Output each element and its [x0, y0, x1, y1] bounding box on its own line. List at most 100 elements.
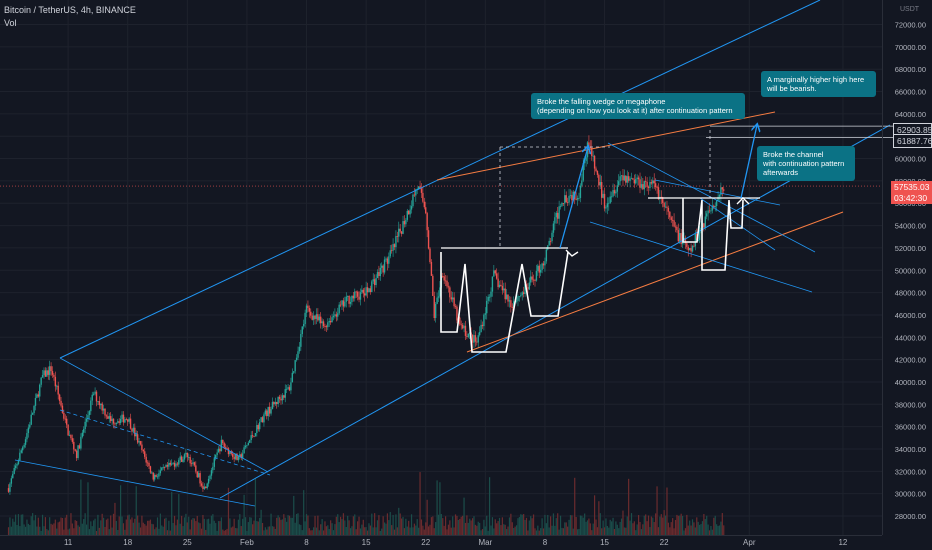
volume-bar: [154, 529, 156, 535]
candle-body: [535, 270, 538, 281]
candle-body: [46, 370, 48, 377]
volume-bar: [227, 487, 230, 535]
volume-bar: [310, 530, 312, 535]
x-tick-label: 25: [183, 538, 192, 547]
volume-bar: [192, 518, 194, 535]
candle-body: [635, 179, 637, 184]
volume-bar: [542, 528, 545, 535]
volume-bar: [497, 521, 499, 535]
candle-body: [515, 300, 518, 302]
candle-body: [557, 212, 559, 219]
volume-bar: [158, 528, 160, 535]
candle-body: [697, 239, 699, 241]
candle-body: [355, 291, 357, 293]
volume-bar: [479, 522, 481, 535]
volume-bar: [23, 524, 25, 535]
volume-bar: [551, 525, 553, 535]
volume-bar: [392, 514, 394, 535]
volume-bar: [547, 514, 549, 535]
candle-body: [376, 272, 379, 279]
candle-body: [74, 449, 76, 451]
volume-bar: [608, 527, 610, 535]
time-axis[interactable]: 11 18 25 Feb 8 15 22 Mar 8 15 22 Apr 12: [0, 535, 882, 548]
volume-bar: [314, 515, 316, 535]
candle-body: [344, 301, 346, 307]
candle-body: [676, 226, 678, 231]
candle-body: [532, 279, 535, 281]
volume-bar: [474, 524, 476, 535]
volume-bar: [680, 513, 682, 535]
annotation-wedge-line-1: Broke the falling wedge or megaphone: [537, 97, 666, 106]
x-tick-label: 12: [838, 538, 847, 547]
volume-bar: [307, 515, 309, 535]
volume-bar: [378, 515, 380, 535]
candle-body: [671, 219, 674, 221]
candle-body: [366, 287, 369, 293]
volume-bar: [22, 514, 24, 535]
volume-bar: [181, 515, 183, 535]
candle-body: [132, 427, 135, 432]
candle-body: [453, 297, 455, 307]
volume-bar: [629, 520, 631, 535]
volume-bar: [85, 524, 88, 535]
volume-bar: [405, 518, 407, 535]
candle-body: [720, 187, 722, 195]
candle-body: [723, 189, 725, 191]
volume-bar: [195, 521, 197, 535]
volume-bar: [396, 527, 398, 535]
candle-body: [256, 425, 258, 433]
pattern-right-arrowhead: [736, 197, 750, 205]
volume-bar: [619, 521, 621, 535]
y-tick-label: 72000.00: [895, 21, 926, 30]
volume-bar: [40, 530, 42, 535]
candle-body: [650, 182, 653, 184]
candle-body: [679, 233, 681, 242]
volume-bar: [386, 513, 389, 535]
volume-bar: [687, 525, 689, 535]
candle-body: [67, 424, 69, 436]
volume-bar: [511, 522, 513, 535]
candle-body: [498, 284, 501, 288]
volume-bar: [432, 516, 434, 535]
volume-bar: [162, 526, 164, 535]
volume-bar: [182, 526, 184, 535]
wedge-upper-line: [59, 357, 269, 473]
candle-body: [383, 259, 386, 273]
candle-body: [403, 221, 406, 225]
volume-bar: [501, 517, 503, 535]
candle-body: [29, 424, 31, 428]
volume-bar: [318, 530, 320, 535]
price-axis[interactable]: 28000.00 30000.00 32000.00 34000.00 36000.00…: [882, 0, 927, 535]
candle-body: [460, 324, 462, 326]
volume-bar: [410, 514, 413, 535]
x-tick-label: 18: [123, 538, 132, 547]
volume-bar: [229, 518, 231, 535]
volume-bar: [108, 529, 110, 535]
volume-bar: [496, 523, 498, 535]
candle-body: [19, 452, 21, 461]
volume-bar: [483, 519, 485, 535]
volume-bar: [128, 514, 130, 535]
candle-body: [442, 276, 444, 277]
volume-bar: [646, 521, 648, 535]
candle-body: [37, 394, 40, 397]
volume-bar: [537, 525, 539, 535]
volume-bar: [202, 514, 204, 535]
candle-body: [400, 231, 403, 234]
candle-body: [294, 360, 296, 372]
volume-bar: [684, 528, 687, 535]
volume-bar: [632, 523, 634, 535]
volume-bar: [9, 517, 11, 535]
candle-body: [439, 287, 441, 297]
volume-bar: [586, 520, 589, 535]
candle-body: [276, 402, 278, 404]
volume-bar: [362, 519, 364, 535]
candle-body: [253, 436, 255, 438]
volume-bar: [653, 522, 655, 535]
volume-bar: [637, 515, 640, 535]
candle-body: [325, 326, 328, 328]
candle-body: [298, 346, 301, 352]
candle-body: [673, 220, 675, 227]
volume-bar: [523, 514, 525, 535]
candle-body: [566, 202, 569, 203]
